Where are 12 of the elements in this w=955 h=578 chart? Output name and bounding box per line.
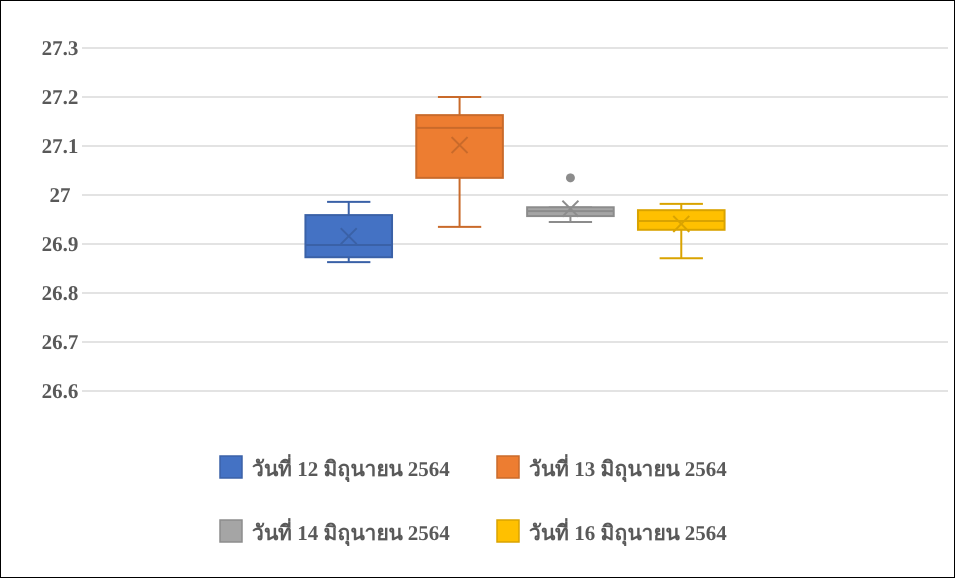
y-tick-label: 27.2	[42, 85, 78, 109]
legend-label: วันที่ 14 มิถุนายน 2564	[252, 517, 450, 547]
y-tick-label: 27	[50, 183, 70, 207]
y-tick-label: 27.3	[42, 36, 78, 60]
legend-label: วันที่ 16 มิถุนายน 2564	[529, 517, 728, 547]
legend-label: วันที่ 12 มิถุนายน 2564	[252, 453, 450, 483]
y-tick-label: 26.9	[42, 232, 78, 256]
legend-label: วันที่ 13 มิถุนายน 2564	[529, 453, 728, 483]
y-tick-label: 26.7	[42, 330, 78, 354]
y-tick-label: 26.8	[42, 281, 78, 305]
y-tick-label: 26.6	[42, 379, 78, 403]
y-tick-label: 27.1	[42, 134, 78, 158]
